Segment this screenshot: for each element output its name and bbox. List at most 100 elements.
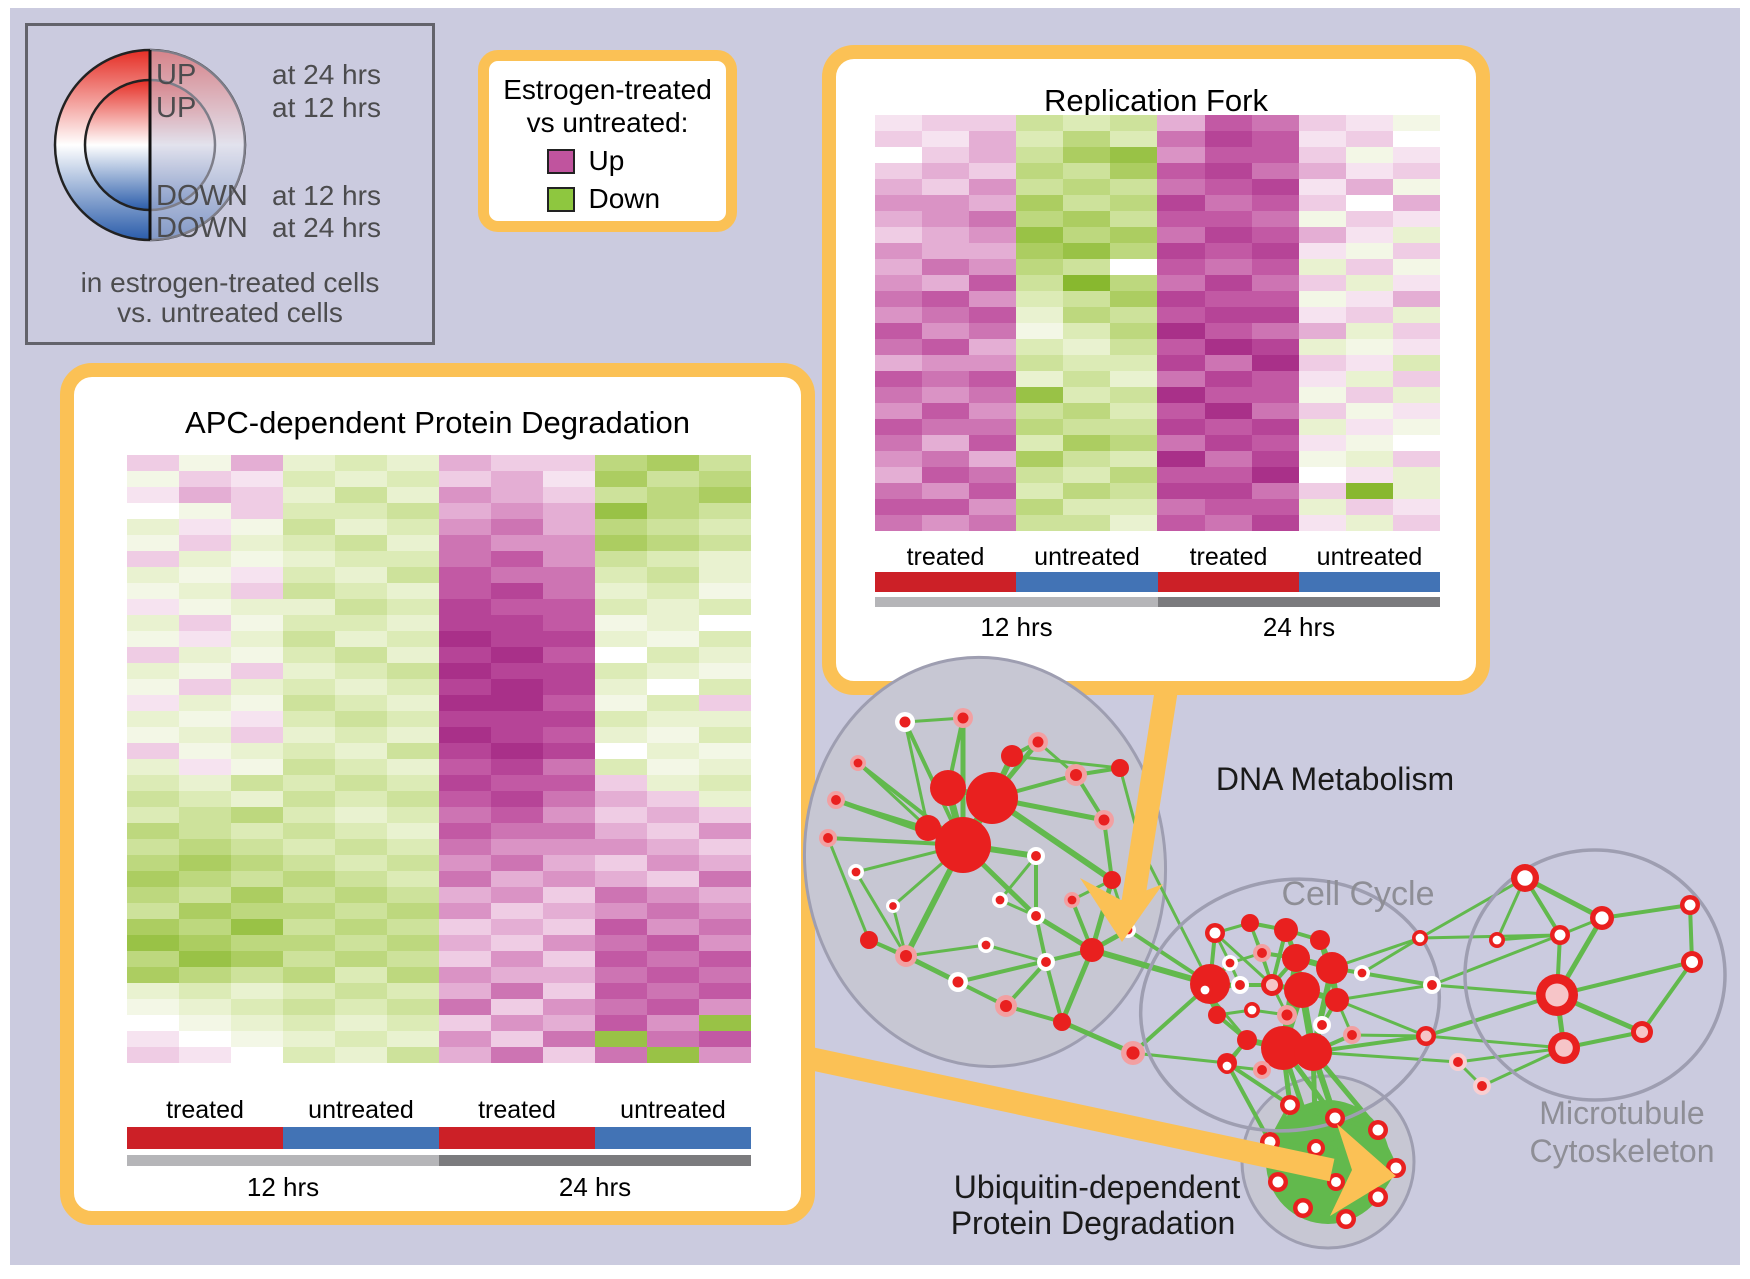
heatmap-cell (1251, 323, 1299, 339)
heatmap-cell (387, 567, 439, 583)
heatmap-cell (179, 807, 231, 823)
heatmap-cell (647, 871, 699, 887)
heatmap-cell (335, 823, 387, 839)
heatmap-cell (387, 1031, 439, 1047)
heatmap-cell (335, 599, 387, 615)
heatmap-cell (1298, 307, 1346, 323)
heatmap-cell (335, 647, 387, 663)
legend-title-line1: Estrogen-treated (503, 74, 712, 105)
heatmap-cell (699, 807, 751, 823)
heatmap-cell (1204, 291, 1252, 307)
heatmap-cell (387, 631, 439, 647)
heatmap-cell (969, 179, 1017, 195)
heatmap-cell (179, 647, 231, 663)
heatmap-cell (922, 387, 970, 403)
heatmap-cell (875, 371, 923, 387)
heatmap-cell (387, 791, 439, 807)
heatmap-cell (1298, 179, 1346, 195)
heatmap-cell (1251, 131, 1299, 147)
heatmap-cell (335, 935, 387, 951)
heatmap-cell (1392, 259, 1440, 275)
heatmap-cell (283, 519, 335, 535)
heatmap-cell (1345, 515, 1393, 531)
heatmap-cell (1110, 515, 1158, 531)
heatmap-cell (491, 663, 543, 679)
heatmap-cell (969, 211, 1017, 227)
heatmap-cell (922, 179, 970, 195)
heatmap-cell (699, 679, 751, 695)
heatmap-cell (1157, 467, 1205, 483)
heatmap-cell (387, 711, 439, 727)
heatmap-cell (1298, 259, 1346, 275)
heatmap-cell (875, 355, 923, 371)
heatmap-cell (1110, 115, 1158, 131)
heatmap-cell (595, 871, 647, 887)
heatmap-cell (283, 1015, 335, 1031)
heatmap-cell (1110, 131, 1158, 147)
heatmap-cell (1298, 339, 1346, 355)
heatmap-cell (699, 775, 751, 791)
heatmap-cell (1392, 435, 1440, 451)
heatmap-cell (491, 455, 543, 471)
heatmap-cell (387, 535, 439, 551)
heatmap-cell (1298, 323, 1346, 339)
heatmap-cell (387, 455, 439, 471)
heatmap-cell (1251, 515, 1299, 531)
heatmap-cell (1204, 371, 1252, 387)
heatmap-cell (969, 227, 1017, 243)
heatmap-cell (179, 551, 231, 567)
heatmap-cell (387, 471, 439, 487)
heatmap-cell (595, 967, 647, 983)
heatmap-cell (1016, 323, 1064, 339)
heatmap-cell (699, 551, 751, 567)
heatmap-cell (127, 743, 179, 759)
heatmap-cell (875, 291, 923, 307)
heatmap-cell (127, 823, 179, 839)
heatmap-cell (231, 487, 283, 503)
heatmap-cell (127, 695, 179, 711)
heatmap-cell (647, 839, 699, 855)
heatmap-cell (595, 695, 647, 711)
heatmap-cell (875, 227, 923, 243)
heatmap-cell (1110, 483, 1158, 499)
apc-untreated-bar (283, 1127, 439, 1149)
heatmap-cell (1392, 387, 1440, 403)
heatmap-cell (922, 499, 970, 515)
heatmap-cell (647, 679, 699, 695)
heatmap-cell (283, 647, 335, 663)
heatmap-cell (543, 775, 595, 791)
heatmap-cell (127, 967, 179, 983)
heatmap-cell (179, 871, 231, 887)
heatmap-cell (179, 695, 231, 711)
heatmap-cell (127, 855, 179, 871)
heatmap-cell (1204, 131, 1252, 147)
heatmap-cell (699, 983, 751, 999)
heatmap-cell (491, 535, 543, 551)
heatmap-cell (231, 887, 283, 903)
heatmap-cell (699, 471, 751, 487)
heatmap-cell (335, 855, 387, 871)
heatmap-cell (1392, 467, 1440, 483)
heatmap-cell (875, 323, 923, 339)
heatmap-cell (699, 935, 751, 951)
heatmap-cell (1298, 147, 1346, 163)
heatmap-cell (1251, 179, 1299, 195)
apc-group-label: treated (478, 1096, 556, 1124)
heatmap-cell (969, 323, 1017, 339)
heatmap-cell (543, 727, 595, 743)
key-fade-overlay (150, 49, 246, 241)
heatmap-cell (1345, 243, 1393, 259)
heatmap-cell (335, 919, 387, 935)
heatmap-cell (335, 1015, 387, 1031)
heatmap-cell (543, 1031, 595, 1047)
heatmap-cell (1157, 323, 1205, 339)
heatmap-cell (439, 855, 491, 871)
heatmap-cell (1063, 291, 1111, 307)
heatmap-cell (231, 1031, 283, 1047)
heatmap-cell (1298, 419, 1346, 435)
heatmap-cell (127, 871, 179, 887)
heatmap-cell (387, 855, 439, 871)
heatmap-cell (699, 711, 751, 727)
heatmap-cell (439, 471, 491, 487)
heatmap-cell (283, 455, 335, 471)
